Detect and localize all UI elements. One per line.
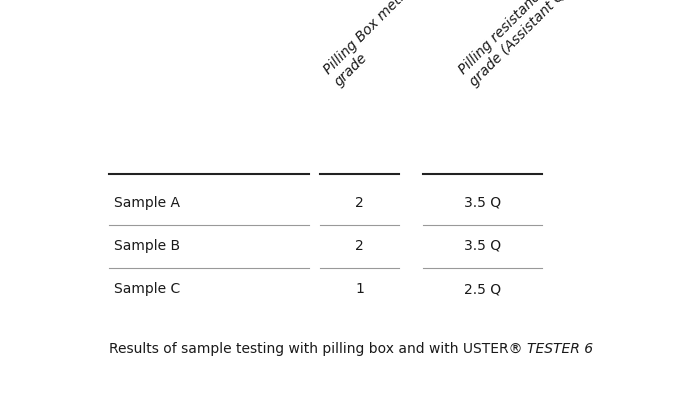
Text: Pilling resistance
grade (Assistant Q): Pilling resistance grade (Assistant Q) (456, 0, 572, 88)
Text: 2: 2 (355, 239, 364, 253)
Text: Sample A: Sample A (115, 196, 180, 210)
Text: Sample C: Sample C (115, 282, 181, 296)
Text: 3.5 Q: 3.5 Q (464, 196, 501, 210)
Text: 2: 2 (355, 196, 364, 210)
Text: TESTER 6: TESTER 6 (527, 342, 593, 356)
Text: 1: 1 (355, 282, 364, 296)
Text: Results of sample testing with pilling box and with USTER®: Results of sample testing with pilling b… (109, 342, 527, 356)
Text: 2.5 Q: 2.5 Q (464, 282, 501, 296)
Text: 3.5 Q: 3.5 Q (464, 239, 501, 253)
Text: Pilling Box method
grade: Pilling Box method grade (321, 0, 434, 88)
Text: Sample B: Sample B (115, 239, 180, 253)
